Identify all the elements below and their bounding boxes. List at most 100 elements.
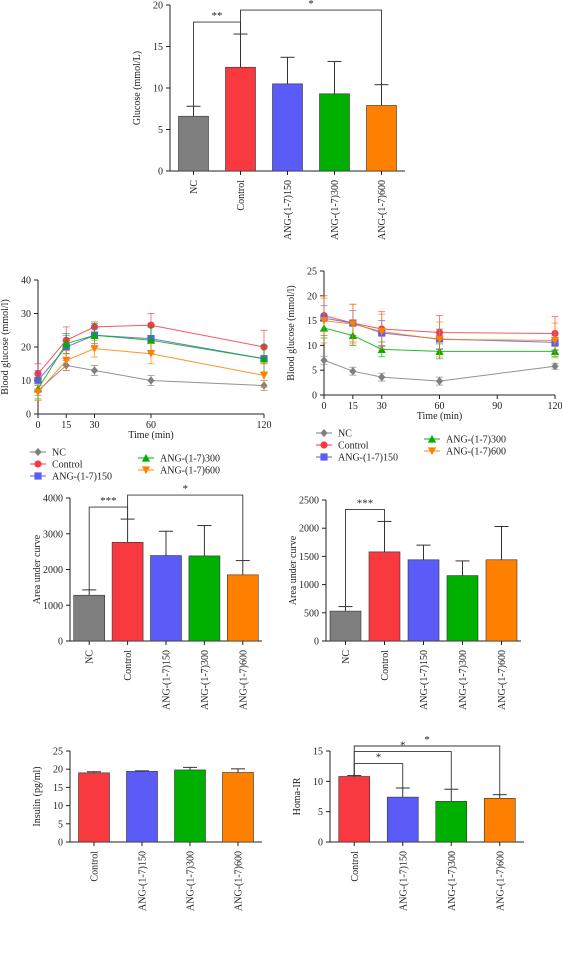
y-tick-label: 1500: [299, 552, 319, 563]
data-point-4-1: [348, 320, 357, 329]
significance-label: ***: [100, 495, 117, 507]
bar-e-3: [446, 575, 479, 642]
x-tick-label: ANG-(1-7)600: [238, 650, 249, 710]
legend-label-1: Control: [52, 460, 83, 471]
data-point-0-2: [378, 373, 386, 382]
data-point-4-3: [435, 335, 444, 344]
legend-marker-3: [427, 434, 437, 443]
y-tick-label: 5: [312, 366, 317, 377]
x-tick-label: ANG-(1-7)600: [234, 851, 245, 911]
x-tick-label: ANG-(1-7)300: [200, 650, 211, 710]
bar-e-0: [329, 610, 362, 642]
data-point-0-1: [349, 367, 357, 376]
y-tick-label: 15: [53, 783, 63, 794]
data-point-4-0: [319, 317, 329, 325]
legend-label-0: NC: [338, 429, 352, 440]
data-point-4-0: [33, 388, 43, 397]
y-tick-label: 10: [21, 376, 31, 387]
y-tick-label: 0: [58, 838, 63, 849]
bar-f-2: [174, 769, 206, 843]
significance-bracket: [127, 494, 244, 561]
x-tick-label: ANG-(1-7)150: [419, 650, 430, 710]
y-tick-label: 3000: [43, 529, 63, 540]
bar-e-1: [368, 551, 401, 642]
y-tick-label: 30: [21, 309, 31, 320]
y-tick-label: 25: [53, 747, 63, 758]
x-tick-label: ANG-(1-7)600: [495, 851, 506, 911]
y-tick-label: 20: [153, 1, 163, 12]
bar-f-3: [222, 772, 254, 843]
y-tick-label: 10: [53, 801, 63, 812]
data-point-3-3: [146, 336, 156, 344]
x-tick-label: ANG-(1-7)300: [447, 851, 458, 911]
x-tick-label: Control: [236, 180, 247, 211]
y-tick-label: 20: [21, 343, 31, 354]
data-point-4-4: [550, 336, 560, 345]
data-point-0-2: [90, 366, 99, 375]
x-tick-label: 0: [322, 401, 327, 412]
y-axis-label: Insulin (pg/ml): [32, 766, 43, 826]
y-tick-label: 10: [153, 84, 163, 95]
x-axis-label: Time (min): [417, 411, 462, 422]
significance-label: *: [376, 752, 382, 764]
y-tick-label: 20: [53, 765, 63, 776]
y-axis-label: Blood glucose (mmol/l): [0, 299, 11, 395]
bar-f-0: [78, 772, 110, 843]
x-tick-label: ANG-(1-7)150: [398, 851, 409, 911]
x-tick-label: ANG-(1-7)300: [186, 851, 197, 911]
significance-label: *: [308, 0, 314, 10]
x-tick-label: 60: [435, 401, 445, 412]
x-tick-label: ANG-(1-7)150: [138, 851, 149, 911]
y-axis-label: Glucose (mmol/L): [132, 51, 143, 125]
legend-marker-1: [34, 460, 42, 468]
x-tick-label: 120: [257, 420, 272, 431]
bar-e-2: [407, 559, 440, 642]
y-tick-label: 15: [153, 42, 163, 53]
significance-bracket: [240, 9, 382, 85]
x-tick-label: Control: [350, 851, 361, 882]
legend-label-1: Control: [338, 441, 369, 452]
bar-d-4: [227, 574, 259, 642]
legend-label-3: ANG-(1-7)300: [446, 435, 506, 446]
significance-bracket: [345, 508, 385, 607]
data-point-0-4: [551, 362, 559, 371]
data-point-3-1: [62, 339, 71, 348]
legend-marker-4: [427, 447, 437, 456]
bar-f-1: [126, 771, 158, 843]
x-tick-label: 0: [36, 420, 41, 431]
bar-a-3: [319, 93, 350, 172]
legend-label-4: ANG-(1-7)600: [446, 447, 506, 458]
x-tick-label: Control: [90, 851, 101, 882]
y-tick-label: 0: [318, 838, 323, 849]
x-tick-label: NC: [341, 650, 352, 664]
bar-g-1: [386, 796, 419, 843]
y-tick-label: 500: [304, 608, 319, 619]
bar-d-1: [111, 542, 144, 642]
bar-d-3: [188, 555, 221, 642]
y-tick-label: 1000: [43, 601, 63, 612]
x-axis-label: Time (min): [128, 430, 173, 441]
x-tick-label: 15: [61, 420, 71, 431]
y-tick-label: 1000: [299, 580, 319, 591]
legend-label-0: NC: [52, 448, 66, 459]
y-tick-label: 25: [307, 267, 317, 278]
data-point-4-1: [62, 356, 71, 365]
legend-label-4: ANG-(1-7)600: [160, 466, 220, 477]
y-tick-label: 10: [313, 777, 323, 788]
y-tick-label: 0: [158, 167, 163, 178]
y-tick-label: 10: [307, 341, 317, 352]
bar-a-1: [225, 66, 256, 172]
x-tick-label: Control: [380, 650, 391, 681]
data-point-0-3: [147, 376, 155, 385]
y-axis-label: Blood glucose (mmol/l): [286, 285, 297, 381]
bar-d-2: [150, 555, 182, 642]
data-point-3-2: [90, 331, 99, 339]
legend-marker-0: [320, 428, 328, 438]
y-tick-label: 0: [314, 637, 319, 648]
bar-a-0: [178, 115, 209, 172]
data-point-3-4: [259, 354, 269, 363]
significance-label: *: [182, 483, 188, 495]
x-tick-label: 30: [377, 401, 387, 412]
x-tick-label: ANG-(1-7)300: [458, 650, 469, 710]
legend-marker-3: [141, 453, 151, 462]
